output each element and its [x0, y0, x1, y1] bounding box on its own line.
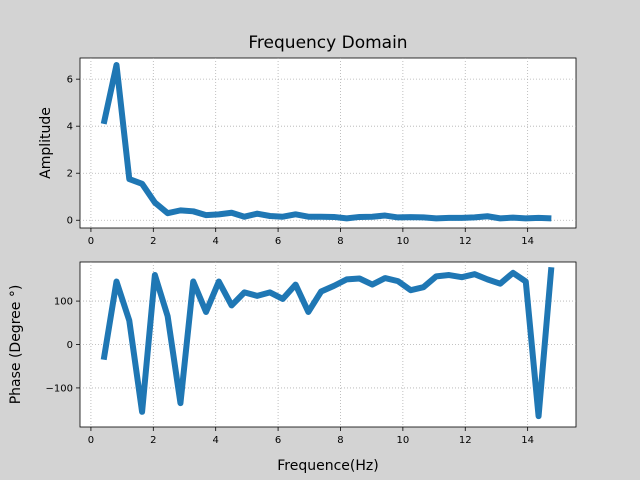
x-tick-label: 10: [397, 236, 410, 247]
x-tick-label: 4: [213, 435, 219, 446]
y-tick-label: 4: [67, 122, 73, 133]
y-tick-label: 0: [67, 340, 73, 351]
x-tick-label: 0: [88, 435, 94, 446]
x-tick-label: 10: [397, 435, 410, 446]
y-tick-label: 0: [67, 216, 73, 227]
y-tick-label: 100: [54, 297, 73, 308]
x-tick-label: 6: [275, 236, 281, 247]
x-tick-label: 6: [275, 435, 281, 446]
x-tick-label: 12: [459, 236, 472, 247]
y-tick-label: −100: [46, 383, 73, 394]
amplitude-series-line: [100, 62, 552, 222]
x-tick-label: 8: [337, 435, 343, 446]
phase-series-line: [100, 266, 555, 420]
amplitude-ticks: 0 2 4 6 8 10 12 14 0 2 4 6: [67, 75, 534, 247]
y-tick-label: 6: [67, 75, 73, 86]
y-tick-label: 2: [67, 169, 73, 180]
amplitude-subplot: Frequency Domain 0 2 4 6 8 10 12 14 0 2 4 6 Amplitu…: [38, 33, 577, 247]
frequency-x-axis-label: Frequence(Hz): [277, 458, 378, 474]
x-tick-label: 8: [337, 236, 343, 247]
x-tick-label: 14: [521, 236, 534, 247]
x-tick-label: 0: [88, 236, 94, 247]
x-tick-label: 2: [150, 236, 156, 247]
phase-y-axis-label: Phase (Degree °): [8, 285, 24, 405]
amplitude-plot-area: [79, 57, 577, 229]
x-tick-label: 2: [150, 435, 156, 446]
x-tick-label: 14: [521, 435, 534, 446]
phase-subplot: 0 2 4 6 8 10 12 14 −100 0 100 Phase (Degree °) Fre…: [8, 261, 577, 474]
amplitude-y-axis-label: Amplitude: [38, 107, 54, 179]
chart-title: Frequency Domain: [248, 33, 407, 53]
x-tick-label: 12: [459, 435, 472, 446]
phase-ticks: 0 2 4 6 8 10 12 14 −100 0 100: [46, 297, 534, 446]
x-tick-label: 4: [213, 236, 219, 247]
